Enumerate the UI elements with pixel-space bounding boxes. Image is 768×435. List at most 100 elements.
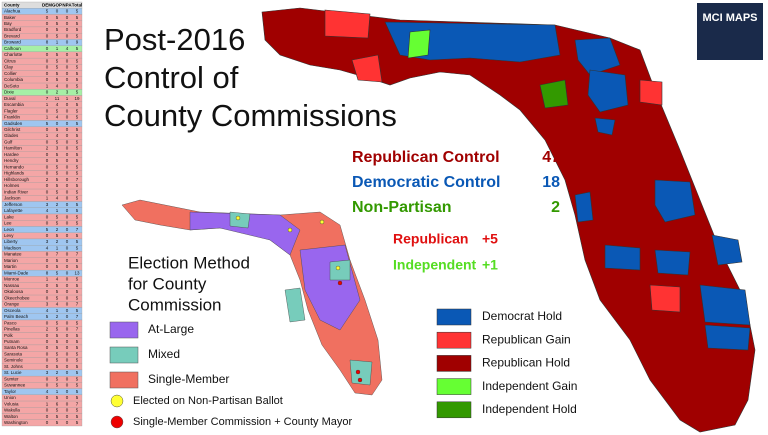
table-cell: 5 <box>46 121 49 126</box>
table-cell: 5 <box>76 77 79 82</box>
table-cell: 4 <box>46 389 49 394</box>
table-cell: Hamilton <box>4 146 22 151</box>
table-header: Total <box>72 2 82 7</box>
table-cell: Okaloosa <box>4 289 24 294</box>
table-cell: 1 <box>56 208 59 213</box>
table-cell: 5 <box>76 239 79 244</box>
table-cell: Santa Rosa <box>4 345 28 350</box>
table-cell: 0 <box>66 389 69 394</box>
table-cell: 0 <box>66 189 69 194</box>
table-cell: 5 <box>56 395 59 400</box>
table-cell: 4 <box>56 102 59 107</box>
table-cell: St. Johns <box>4 364 24 369</box>
table-cell: 0 <box>66 52 69 57</box>
table-cell: Glades <box>4 133 19 138</box>
table-cell: 1 <box>46 401 49 406</box>
table-cell: 5 <box>56 164 59 169</box>
table-cell: 0 <box>46 420 49 425</box>
table-cell: 3 <box>46 202 49 207</box>
table-cell: 0 <box>66 345 69 350</box>
summary-label: Republican Control <box>352 149 500 166</box>
table-cell: 5 <box>76 127 79 132</box>
table-cell: 5 <box>56 15 59 20</box>
table-row-bg <box>1 419 83 427</box>
table-cell: Leon <box>4 227 15 232</box>
legend-swatch <box>109 321 139 339</box>
table-cell: 0 <box>46 395 49 400</box>
table-cell: 5 <box>76 245 79 250</box>
table-cell: 4 <box>56 83 59 88</box>
table-cell: 0 <box>66 302 69 307</box>
table-cell: 5 <box>56 139 59 144</box>
table-cell: Baker <box>4 15 16 20</box>
legend-swatch <box>109 371 139 389</box>
table-cell: 5 <box>76 27 79 32</box>
table-cell: Hernando <box>4 164 24 169</box>
table-cell: 5 <box>56 27 59 32</box>
table-cell: 0 <box>66 314 69 319</box>
table-cell: Pinellas <box>4 327 21 332</box>
table-cell: 5 <box>76 221 79 226</box>
table-cell: 5 <box>76 9 79 14</box>
table-cell: 5 <box>76 376 79 381</box>
table-cell: 7 <box>56 252 59 257</box>
table-cell: 0 <box>66 358 69 363</box>
table-cell: 0 <box>66 58 69 63</box>
method-title: for County <box>128 274 207 293</box>
legend-swatch <box>436 401 472 419</box>
table-cell: 0 <box>66 214 69 219</box>
table-cell: 5 <box>56 108 59 113</box>
table-cell: 0 <box>46 27 49 32</box>
table-cell: 0 <box>66 420 69 425</box>
table-cell: 5 <box>56 376 59 381</box>
table-cell: 5 <box>56 58 59 63</box>
table-header: GOP <box>52 2 62 7</box>
table-cell: Marion <box>4 258 18 263</box>
table-header: County <box>4 2 20 7</box>
legend-label: Republican Gain <box>482 332 571 346</box>
table-cell: 7 <box>76 252 79 257</box>
legend-swatch <box>436 378 472 395</box>
table-cell: Manatee <box>4 252 22 257</box>
table-cell: Highlands <box>4 171 25 176</box>
table-cell: 7 <box>46 96 49 101</box>
table-cell: 0 <box>46 127 49 132</box>
table-cell: 5 <box>56 189 59 194</box>
table-cell: 1 <box>56 245 59 250</box>
table-cell: Putnam <box>4 339 20 344</box>
table-cell: 0 <box>46 383 49 388</box>
table-cell: 5 <box>76 214 79 219</box>
table-cell: 5 <box>56 339 59 344</box>
table-cell: 5 <box>76 408 79 413</box>
table-cell: 0 <box>46 189 49 194</box>
table-cell: 0 <box>66 264 69 269</box>
table-cell: 5 <box>76 358 79 363</box>
table-cell: 0 <box>66 383 69 388</box>
table-cell: Polk <box>4 333 14 338</box>
gain-label: Republican <box>393 231 468 247</box>
table-cell: Seminole <box>4 358 23 363</box>
table-cell: 0 <box>66 333 69 338</box>
table-cell: 5 <box>76 196 79 201</box>
table-cell: 0 <box>46 320 49 325</box>
table-cell: Madison <box>4 245 22 250</box>
table-cell: 0 <box>66 9 69 14</box>
table-cell: 0 <box>66 21 69 26</box>
table-cell: 5 <box>56 320 59 325</box>
table-cell: 0 <box>56 9 59 14</box>
method-title: Election Method <box>128 253 250 272</box>
table-cell: Taylor <box>4 389 17 394</box>
table-cell: 0 <box>66 258 69 263</box>
table-cell: 5 <box>56 364 59 369</box>
table-cell: 0 <box>66 395 69 400</box>
table-cell: 5 <box>76 258 79 263</box>
table-cell: DeSoto <box>4 83 20 88</box>
table-cell: Walton <box>4 414 18 419</box>
table-cell: 5 <box>56 383 59 388</box>
table-cell: 5 <box>56 21 59 26</box>
table-cell: 5 <box>76 158 79 163</box>
legend-swatch <box>436 355 472 372</box>
table-cell: Hardee <box>4 152 19 157</box>
table-cell: 0 <box>46 158 49 163</box>
legend-label: Mixed <box>148 347 180 361</box>
